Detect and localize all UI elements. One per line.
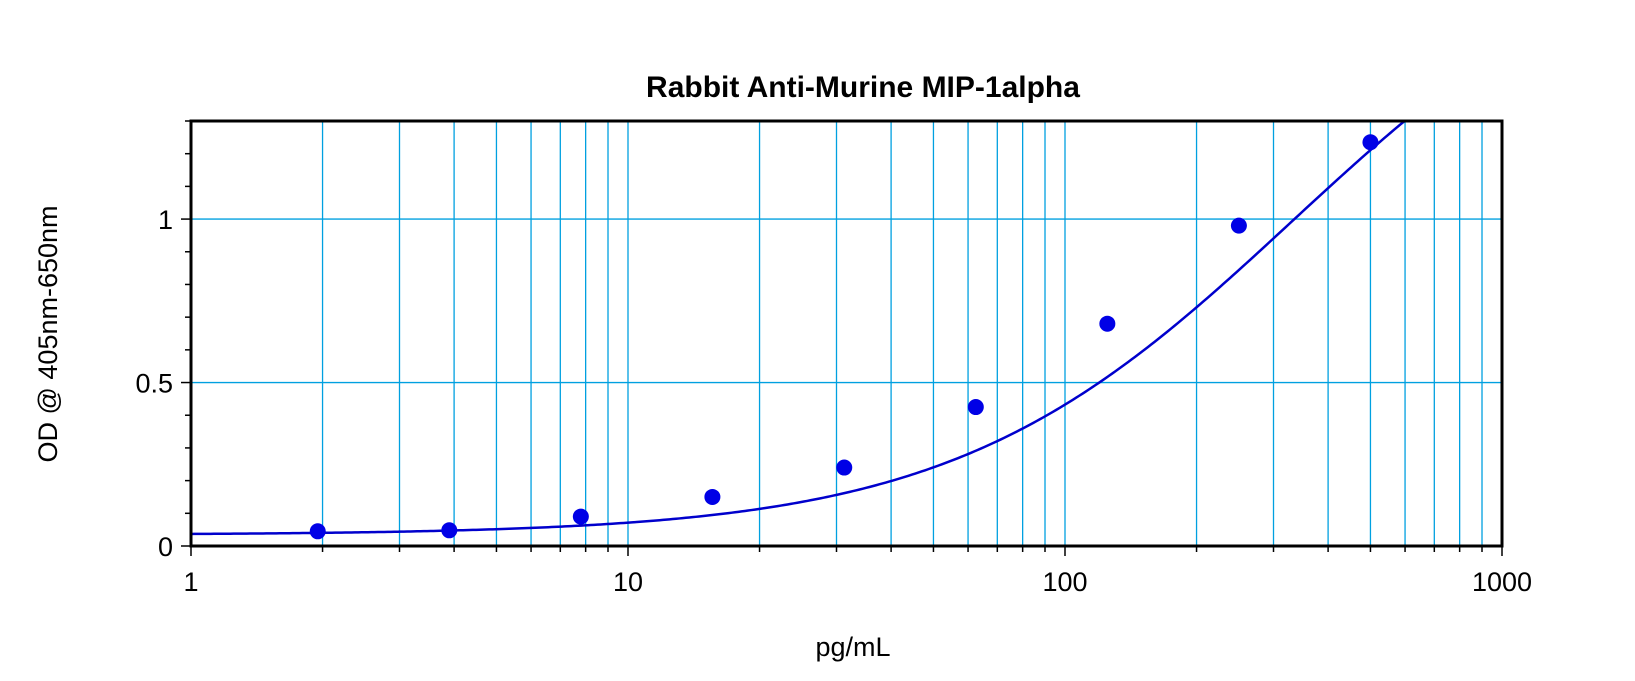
y-tick-label: 1: [158, 205, 173, 235]
data-point: [1099, 315, 1116, 332]
x-tick-label: 10: [613, 567, 643, 597]
data-points: [309, 134, 1379, 540]
grid: [191, 121, 1502, 546]
y-tick-label: 0.5: [135, 369, 173, 399]
data-point: [441, 522, 458, 539]
data-point: [836, 459, 853, 476]
x-axis-label: pg/mL: [815, 632, 890, 662]
y-tick-label: 0: [158, 532, 173, 562]
data-point: [572, 508, 589, 525]
chart-title: Rabbit Anti-Murine MIP-1alpha: [646, 71, 1080, 104]
y-tick-labels: 00.51: [135, 205, 173, 562]
x-tick-label: 1000: [1472, 567, 1532, 597]
fit-curve-line: [190, 120, 1406, 536]
plot-frame: [189, 119, 1504, 548]
minor-ticks: [181, 120, 1503, 556]
data-point: [309, 523, 326, 540]
x-tick-label: 100: [1042, 567, 1087, 597]
x-tick-labels: 1 10 100 1000: [183, 567, 1532, 597]
data-point: [704, 488, 721, 505]
data-point: [1362, 134, 1379, 151]
data-point: [967, 399, 984, 416]
y-axis-label: OD @ 405nm-650nm: [33, 205, 63, 462]
data-point: [1230, 217, 1247, 234]
x-tick-label: 1: [183, 567, 198, 597]
